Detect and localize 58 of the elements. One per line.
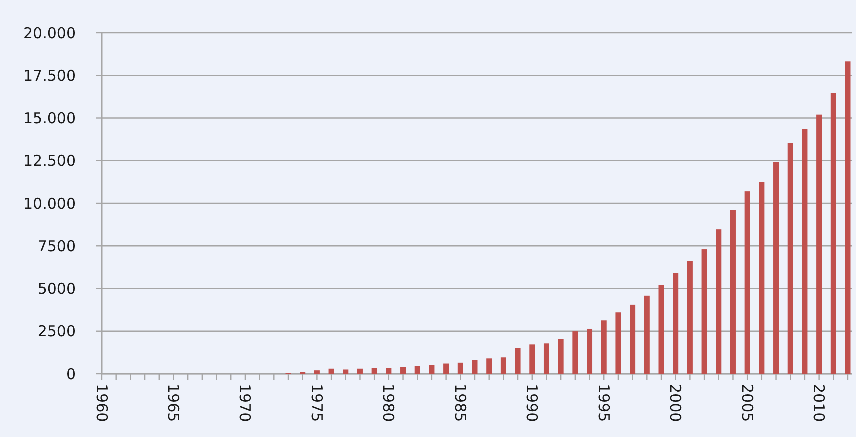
- y-tick-label: 17.500: [24, 66, 76, 85]
- bar: [343, 370, 349, 374]
- bar: [472, 360, 478, 374]
- bar: [630, 304, 636, 374]
- x-tick-label: 1985: [451, 384, 470, 422]
- x-tick-label: 2010: [810, 384, 828, 422]
- bar: [357, 368, 363, 374]
- bar: [616, 312, 622, 374]
- bar: [444, 364, 450, 374]
- bar: [386, 368, 392, 374]
- y-tick-label: 2500: [38, 322, 76, 341]
- bar: [687, 261, 693, 374]
- bar: [314, 370, 320, 374]
- bar: [515, 348, 521, 374]
- bar: [759, 182, 765, 374]
- bar: [658, 285, 664, 374]
- bar: [673, 273, 679, 374]
- bar: [500, 358, 506, 374]
- bar: [572, 332, 578, 374]
- bar: [530, 344, 536, 374]
- bar: [400, 367, 406, 374]
- bar: [830, 93, 836, 374]
- x-tick-label: 2000: [666, 384, 685, 422]
- x-tick-label: 1965: [164, 384, 182, 422]
- bar: [702, 250, 708, 374]
- x-tick-label: 1995: [594, 384, 613, 422]
- y-tick-label: 7500: [38, 237, 76, 256]
- bar: [788, 143, 794, 374]
- bar: [558, 339, 564, 374]
- bar: [644, 296, 650, 374]
- bar: [774, 162, 780, 374]
- bar: [429, 365, 435, 374]
- bar: [716, 230, 722, 374]
- y-tick-label: 12.500: [24, 152, 76, 170]
- x-tick-label: 1990: [523, 384, 542, 422]
- y-tick-label: 15.000: [24, 110, 76, 128]
- bar: [458, 362, 464, 374]
- bar: [414, 366, 420, 374]
- bar: [328, 368, 334, 374]
- bar: [744, 192, 750, 374]
- x-tick-label: 1960: [92, 384, 111, 422]
- bar: [486, 358, 492, 374]
- y-tick-label: 5000: [38, 280, 76, 298]
- x-tick-label: 1980: [380, 384, 398, 422]
- x-tick-label: 1970: [236, 384, 254, 422]
- x-tick-label: 2005: [738, 384, 756, 422]
- y-tick-label: 10.000: [24, 194, 76, 213]
- x-tick-label: 1975: [308, 384, 326, 422]
- bar: [845, 62, 851, 374]
- bar: [802, 130, 808, 374]
- bar: [730, 210, 736, 374]
- bar: [601, 320, 607, 374]
- bar: [816, 114, 822, 374]
- y-tick-label: 0: [66, 365, 76, 384]
- y-tick-label: 20.000: [24, 24, 76, 42]
- bar: [372, 368, 378, 374]
- bar: [544, 344, 550, 374]
- bar: [587, 328, 593, 374]
